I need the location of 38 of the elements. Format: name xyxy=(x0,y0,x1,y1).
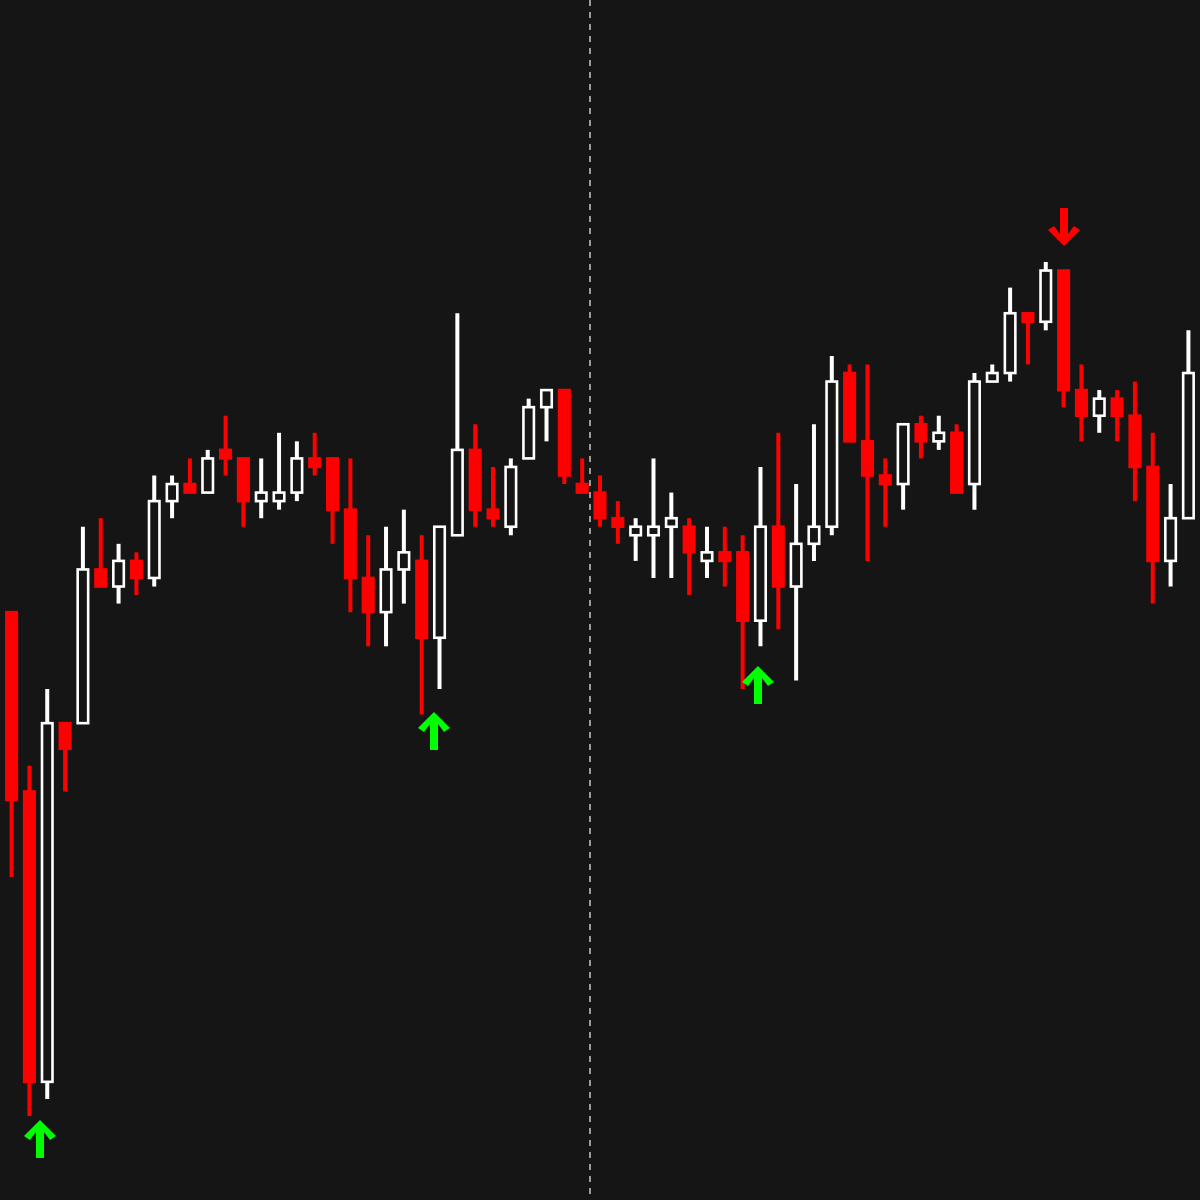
candlestick xyxy=(290,439,304,504)
candlestick xyxy=(1074,362,1088,444)
candlestick xyxy=(129,550,143,598)
candlestick xyxy=(539,388,554,444)
candlestick xyxy=(1092,388,1106,435)
candlestick xyxy=(664,490,678,580)
candlestick xyxy=(201,447,215,495)
candlestick xyxy=(112,541,126,606)
candlestick xyxy=(575,456,589,495)
candlestick xyxy=(94,516,108,589)
candlestick xyxy=(361,533,375,649)
candlestick xyxy=(183,456,197,495)
candlestick xyxy=(58,721,72,794)
candlestick xyxy=(308,430,322,478)
candlestick xyxy=(1110,388,1124,444)
candlestick xyxy=(1164,482,1178,589)
candlestick xyxy=(878,456,892,529)
candlestick xyxy=(807,422,821,563)
candlestick xyxy=(700,524,714,580)
candlestick xyxy=(646,456,661,580)
candlestick xyxy=(236,456,250,529)
candlestick xyxy=(718,524,732,589)
candlestick xyxy=(379,524,393,649)
candlestick xyxy=(397,507,411,606)
candlestick xyxy=(914,413,928,461)
candlestick xyxy=(272,430,286,512)
candlestick xyxy=(611,499,625,546)
candlestick xyxy=(682,516,696,598)
candlestick xyxy=(860,362,874,563)
candlestick xyxy=(254,456,268,521)
candlestick xyxy=(1021,311,1035,367)
candlestick xyxy=(789,482,803,683)
candlestick xyxy=(593,473,607,529)
candlestick xyxy=(219,413,233,478)
candlestick xyxy=(629,516,643,563)
candlestick xyxy=(486,464,500,529)
candlestick xyxy=(165,473,179,521)
candlestick xyxy=(932,413,946,452)
